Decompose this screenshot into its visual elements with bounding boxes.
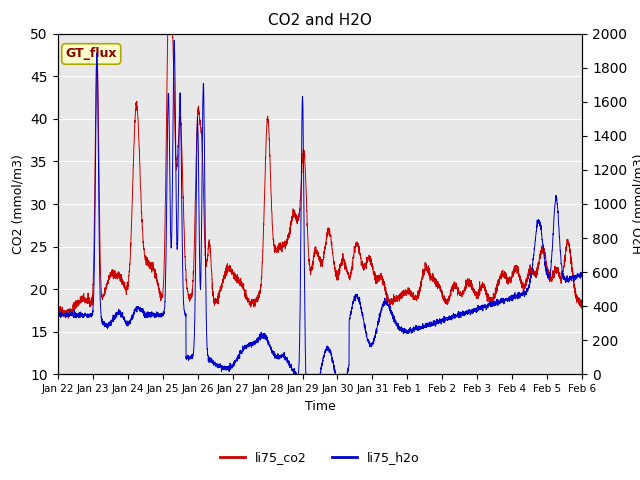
li75_h2o — [116, 309, 124, 314]
Title: CO2 and H2O: CO2 and H2O — [268, 13, 372, 28]
Line: li75_h2o: li75_h2o — [58, 40, 582, 374]
li75_co2 — [87, 302, 95, 308]
Text: GT_flux: GT_flux — [65, 48, 117, 60]
li75_h2o — [292, 372, 300, 377]
li75_co2 — [117, 272, 125, 277]
li75_h2o — [87, 311, 95, 316]
li75_h2o — [460, 311, 467, 317]
li75_co2 — [54, 302, 61, 308]
li75_h2o — [579, 272, 586, 277]
li75_co2 — [164, 31, 172, 36]
Line: li75_co2: li75_co2 — [58, 34, 582, 318]
X-axis label: Time: Time — [305, 400, 335, 413]
li75_h2o — [117, 312, 125, 317]
li75_co2 — [460, 291, 467, 297]
li75_co2 — [217, 283, 225, 289]
li75_h2o — [417, 324, 424, 329]
li75_h2o — [217, 364, 225, 370]
Y-axis label: H2O (mmol/m3): H2O (mmol/m3) — [633, 154, 640, 254]
li75_co2 — [417, 288, 424, 294]
Legend: li75_co2, li75_h2o: li75_co2, li75_h2o — [215, 446, 425, 469]
li75_co2 — [579, 305, 586, 311]
li75_h2o — [170, 37, 178, 43]
li75_h2o — [54, 313, 61, 319]
Y-axis label: CO2 (mmol/m3): CO2 (mmol/m3) — [12, 154, 25, 254]
li75_co2 — [116, 278, 124, 284]
li75_co2 — [65, 315, 72, 321]
